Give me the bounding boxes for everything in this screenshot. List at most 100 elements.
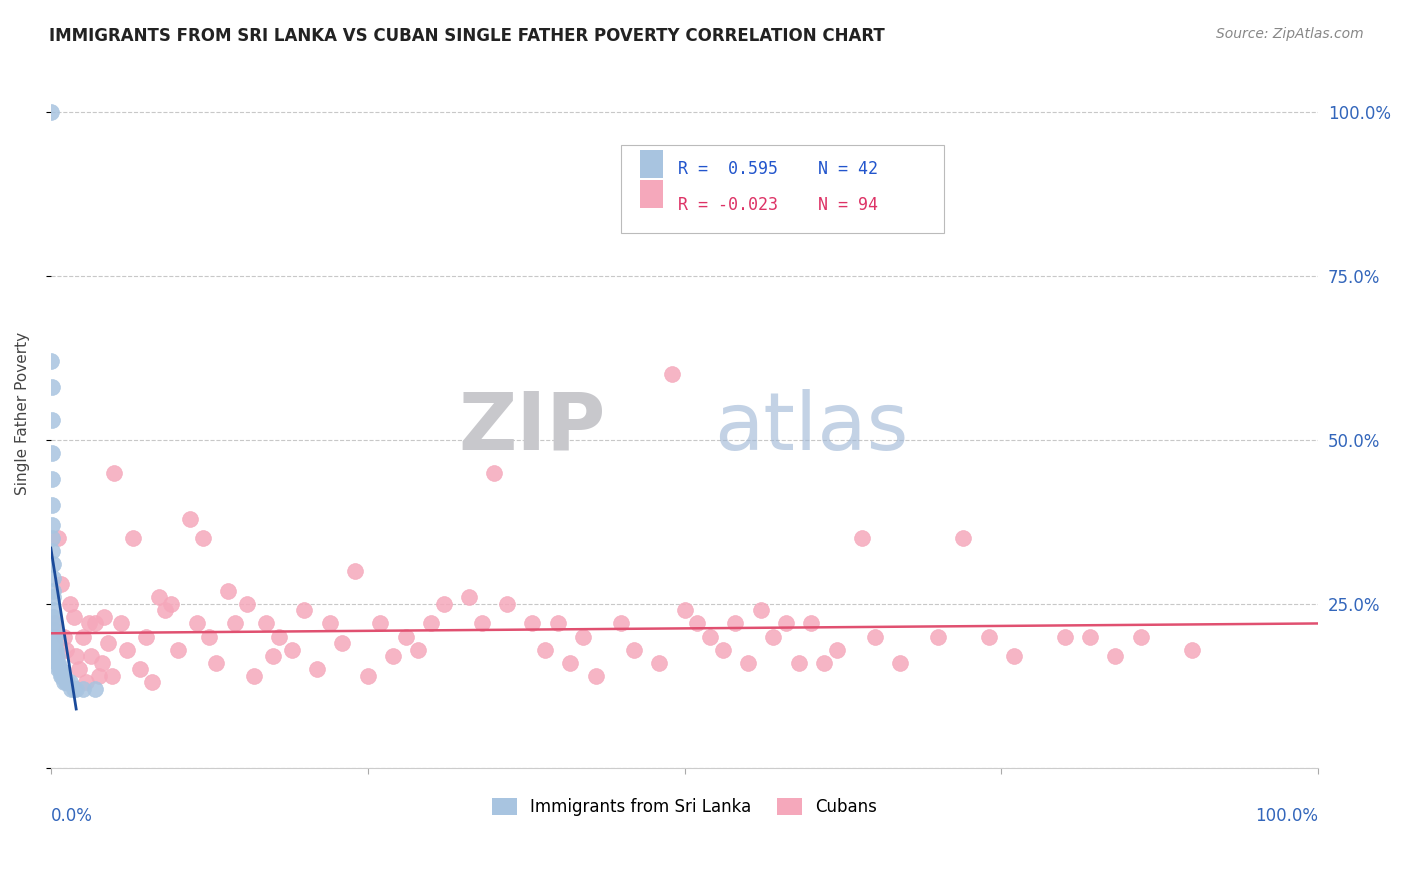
Point	[67, 662, 90, 676]
Point	[1104, 649, 1126, 664]
Point	[59, 597, 82, 611]
Point	[75, 675, 97, 690]
Point	[42, 570, 65, 584]
Y-axis label: Single Father Poverty: Single Father Poverty	[15, 332, 30, 495]
Point	[48, 662, 70, 676]
Point	[1180, 642, 1202, 657]
Point	[344, 564, 367, 578]
Point	[420, 616, 443, 631]
Point	[48, 531, 70, 545]
Point	[44, 636, 66, 650]
Point	[160, 597, 183, 611]
Point	[977, 630, 1000, 644]
Point	[41, 105, 63, 120]
Point	[72, 681, 94, 696]
Point	[585, 669, 607, 683]
Point	[77, 616, 100, 631]
Point	[673, 603, 696, 617]
Point	[762, 630, 785, 644]
Point	[572, 630, 595, 644]
Point	[191, 531, 214, 545]
Point	[41, 544, 63, 558]
Point	[254, 616, 277, 631]
Text: atlas: atlas	[714, 389, 908, 467]
Point	[44, 630, 66, 644]
Point	[433, 597, 456, 611]
Point	[813, 656, 835, 670]
Point	[357, 669, 380, 683]
Point	[153, 603, 176, 617]
Point	[49, 669, 72, 683]
Point	[46, 656, 69, 670]
Point	[471, 616, 494, 631]
Point	[648, 656, 671, 670]
Point	[48, 662, 70, 676]
Point	[42, 583, 65, 598]
Point	[204, 656, 226, 670]
Point	[48, 656, 70, 670]
Point	[56, 675, 79, 690]
Point	[59, 675, 82, 690]
Point	[42, 610, 65, 624]
Point	[927, 630, 949, 644]
Point	[198, 630, 221, 644]
Point	[141, 675, 163, 690]
Point	[408, 642, 430, 657]
Point	[52, 630, 75, 644]
Point	[42, 616, 65, 631]
Point	[370, 616, 392, 631]
Point	[42, 558, 65, 572]
Point	[458, 591, 481, 605]
Point	[737, 656, 759, 670]
Text: R = -0.023    N = 94: R = -0.023 N = 94	[678, 195, 879, 214]
Point	[952, 531, 974, 545]
Point	[41, 499, 63, 513]
Point	[84, 616, 107, 631]
Point	[395, 630, 418, 644]
Point	[534, 642, 557, 657]
Point	[52, 675, 75, 690]
Point	[44, 630, 66, 644]
Point	[100, 669, 122, 683]
Point	[55, 642, 77, 657]
Point	[1002, 649, 1025, 664]
Point	[93, 610, 115, 624]
Point	[186, 616, 208, 631]
Point	[496, 597, 519, 611]
Point	[166, 642, 188, 657]
Point	[661, 368, 683, 382]
Point	[41, 354, 63, 368]
Point	[42, 603, 65, 617]
Point	[49, 577, 72, 591]
Point	[62, 681, 84, 696]
Point	[41, 472, 63, 486]
Point	[1053, 630, 1076, 644]
Point	[42, 623, 65, 637]
Point	[724, 616, 747, 631]
Point	[800, 616, 823, 631]
Point	[51, 669, 73, 683]
Point	[267, 630, 290, 644]
Point	[610, 616, 633, 631]
Point	[382, 649, 405, 664]
Point	[292, 603, 315, 617]
Point	[41, 518, 63, 533]
Point	[699, 630, 721, 644]
Point	[41, 413, 63, 427]
Point	[110, 616, 132, 631]
Point	[148, 591, 170, 605]
FancyBboxPatch shape	[621, 145, 945, 233]
Point	[41, 446, 63, 460]
Text: ZIP: ZIP	[458, 389, 606, 467]
Point	[44, 642, 66, 657]
Point	[318, 616, 340, 631]
Legend: Immigrants from Sri Lanka, Cubans: Immigrants from Sri Lanka, Cubans	[485, 791, 883, 823]
Point	[42, 591, 65, 605]
Point	[135, 630, 157, 644]
Point	[775, 616, 797, 631]
Point	[522, 616, 544, 631]
Point	[52, 669, 75, 683]
Text: R =  0.595    N = 42: R = 0.595 N = 42	[678, 161, 879, 178]
Point	[45, 649, 67, 664]
Point	[547, 616, 569, 631]
